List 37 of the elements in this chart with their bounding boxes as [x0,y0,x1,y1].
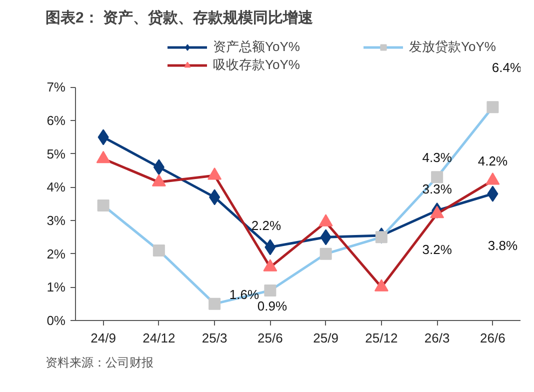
chart-title: 图表2： 资产、贷款、存款规模同比增速 [46,10,314,26]
data-label: 3.3% [422,182,452,196]
data-label: 1.6% [229,287,260,302]
y-tick-label: 4% [46,180,66,195]
x-tick-label: 26/6 [480,330,506,346]
point [320,248,332,260]
y-tick-label: 0% [46,313,66,328]
point [208,298,221,310]
y-tick-label: 6% [46,113,66,128]
y-tick-label: 5% [46,146,66,162]
y-tick-label: 3% [46,213,66,228]
point [486,101,499,114]
data-label: 3.8% [488,238,518,253]
x-tick-label: 24/9 [90,330,116,346]
text: 资料来源：公司财报 [46,356,154,370]
data-label: 3.2% [422,242,452,257]
data-label: 0.9% [257,298,288,314]
x-tick-label: 25/9 [313,330,338,346]
y-tick-label: 2% [46,246,66,262]
data-label: 4.3% [422,150,452,166]
x-tick-label: 26/3 [424,330,450,346]
x-tick-label: 25/12 [365,330,398,346]
point [431,171,444,184]
y-tick-label: 1% [46,280,66,295]
x-tick-label: 25/6 [258,330,283,346]
data-label: 2.2% [251,218,282,234]
legend-label: 资产总额YoY% [213,38,301,56]
x-tick-label: 25/3 [202,330,228,346]
data-label: 4.2% [478,154,508,168]
point [97,200,110,212]
point [152,244,165,256]
legend-label: 发放贷款YoY% [409,38,497,56]
y-tick-label: 7% [46,80,66,95]
point [375,231,388,244]
x-tick-label: 24/12 [142,330,176,346]
legend-label: 吸收存款YoY% [213,56,301,74]
point [264,284,276,296]
